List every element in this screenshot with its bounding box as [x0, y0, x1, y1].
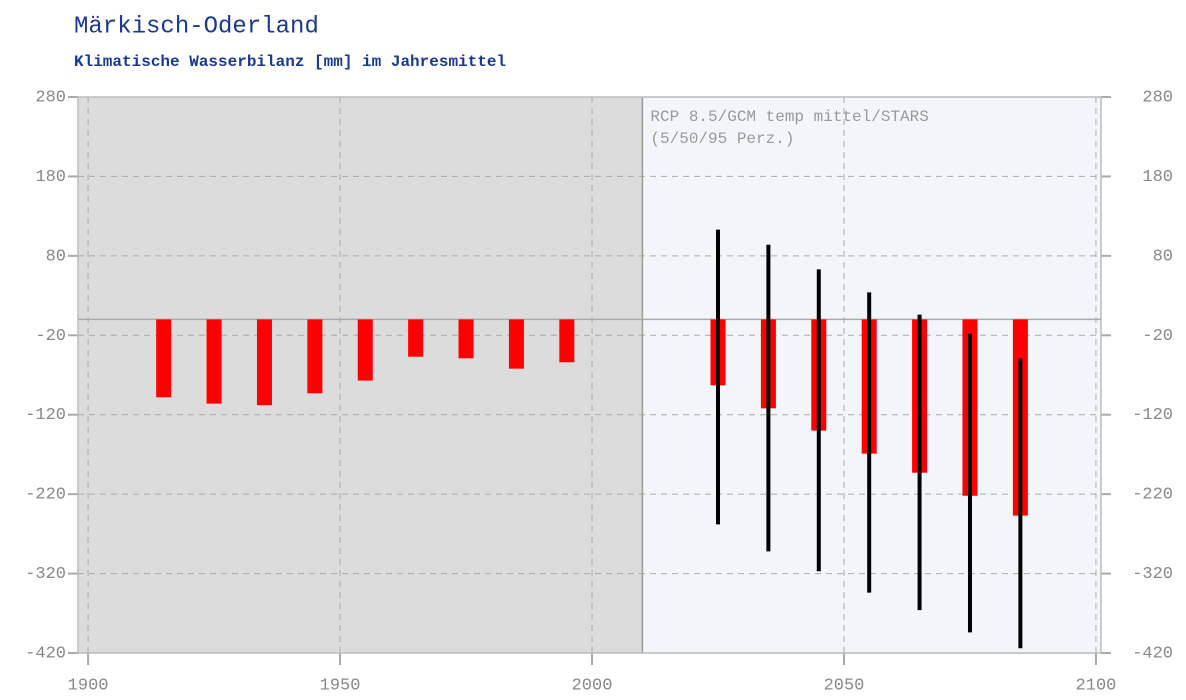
y2-tick-label: -420 — [1132, 644, 1173, 663]
x-tick-label: 2050 — [824, 676, 865, 695]
y-tick-label: 280 — [35, 88, 66, 107]
bar — [206, 319, 222, 404]
bar — [256, 319, 272, 406]
bar — [357, 319, 373, 381]
x-tick-label: 1900 — [68, 676, 109, 695]
y2-tick-label: -220 — [1132, 486, 1173, 505]
annotation: (5/50/95 Perz.) — [650, 130, 794, 148]
bar — [307, 319, 323, 394]
bar — [559, 319, 575, 363]
bar — [458, 319, 474, 359]
y-tick-label: 80 — [46, 247, 66, 266]
y2-tick-label: 180 — [1142, 168, 1173, 187]
plot-frame — [77, 96, 1102, 654]
y-tick-label: -120 — [25, 406, 66, 425]
x-tick-label: 2100 — [1076, 676, 1117, 695]
annotation: RCP 8.5/GCM temp mittel/STARS — [650, 108, 928, 126]
y2-tick-label: 80 — [1153, 247, 1173, 266]
bar — [156, 319, 172, 398]
y-tick-label: -420 — [25, 644, 66, 663]
chart-title: Märkisch-Oderland — [74, 13, 319, 40]
y-tick-label: -220 — [25, 486, 66, 505]
y2-tick-label: -320 — [1132, 565, 1173, 584]
y-tick-label: 180 — [35, 168, 66, 187]
chart-subtitle: Klimatische Wasserbilanz [mm] im Jahresm… — [74, 53, 506, 71]
bar — [508, 319, 524, 369]
y2-tick-label: -20 — [1142, 327, 1173, 346]
x-tick-label: 1950 — [320, 676, 361, 695]
y2-tick-label: 280 — [1142, 88, 1173, 107]
x-tick-label: 2000 — [572, 676, 613, 695]
bar — [408, 319, 424, 357]
y-tick-label: -20 — [35, 327, 66, 346]
y-tick-label: -320 — [25, 565, 66, 584]
y2-tick-label: -120 — [1132, 406, 1173, 425]
